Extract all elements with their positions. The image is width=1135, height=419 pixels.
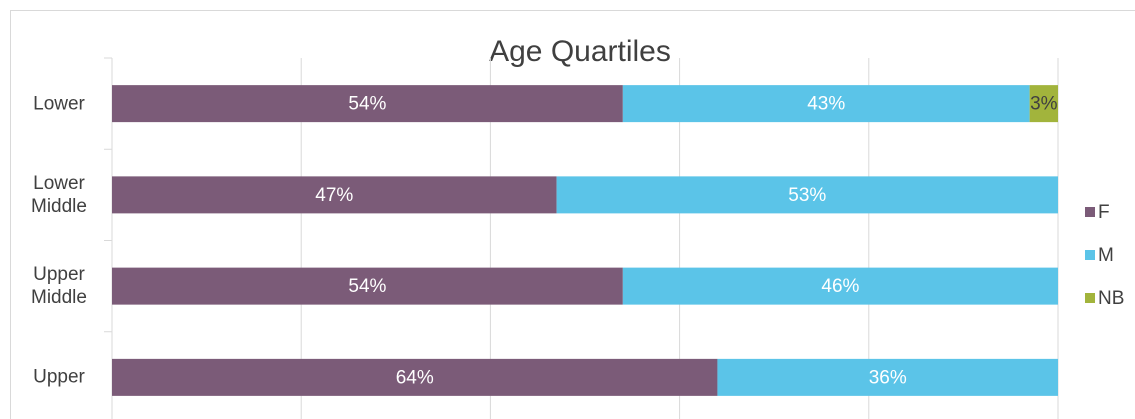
data-label: 54% [348,276,386,297]
chart-border [10,10,1135,419]
data-label: 36% [869,367,907,388]
bar-segment [112,358,718,396]
legend-swatch [1085,293,1095,303]
data-label: 53% [788,185,826,206]
bar-segment [556,176,1058,214]
legend-swatch [1085,207,1095,217]
legend-label: M [1098,245,1114,266]
chart-title: Age Quartiles [489,35,671,68]
bar-segment [717,358,1058,396]
bar-segment [622,267,1058,305]
legend-label: NB [1098,288,1124,309]
data-label: 43% [807,94,845,115]
bar-segment [1029,85,1058,123]
y-tick-label: Upper [33,366,85,388]
data-label: 46% [821,276,859,297]
data-label: 3% [1030,94,1058,115]
bar-segment [622,85,1030,123]
data-label: 64% [396,367,434,388]
bar-segment [112,85,623,123]
data-label: 47% [315,185,353,206]
y-tick-label: Upper Middle [31,264,87,309]
y-tick-label: Lower Middle [31,172,87,217]
legend-swatch [1085,250,1095,260]
legend-label: F [1098,202,1110,223]
data-label: 54% [348,94,386,115]
y-tick-label: Lower [33,93,85,115]
bar-segment [112,176,557,214]
bar-segment [112,267,623,305]
